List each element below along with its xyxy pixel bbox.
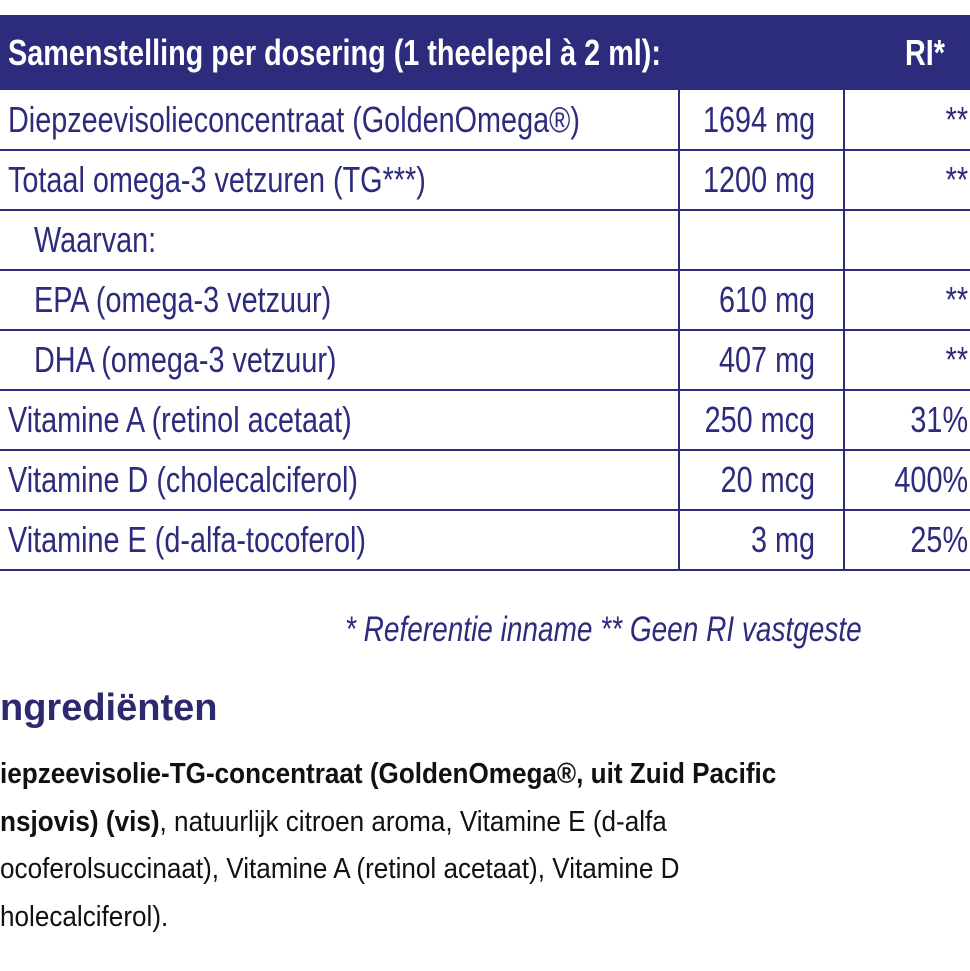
name-cell: Diepzeevisolieconcentraat (GoldenOmega®) [8,90,723,150]
ingredients-line: iepzeevisolie-TG-concentraat (GoldenOmeg… [0,752,863,796]
value-cell: 407 mg [695,330,815,390]
ingredients-text: ocoferolsuccinaat), Vitamine A (retinol … [0,853,680,885]
table-header-bar [0,15,970,90]
value-cell-text: 610 mg [718,279,815,320]
ri-cell-text: 400% [894,459,968,500]
footnote: * Referentie inname ** Geen RI vastgeste [345,605,970,655]
value-cell-text: 1200 mg [702,159,815,200]
name-cell-text: Waarvan: [34,219,157,260]
ri-cell: 400% [876,450,968,510]
ingredients-text: iepzeevisolie-TG-concentraat (GoldenOmeg… [0,758,777,790]
value-cell: 610 mg [695,270,815,330]
ri-cell-text: 25% [910,519,968,560]
row-border [0,569,970,571]
row-border [0,149,970,151]
name-cell: EPA (omega-3 vetzuur) [34,270,406,330]
value-cell: 1200 mg [675,150,815,210]
ri-cell: 25% [896,510,968,570]
value-cell: 20 mcg [697,450,815,510]
name-cell: Vitamine A (retinol acetaat) [8,390,438,450]
value-cell: 3 mg [735,510,815,570]
header-cell: Samenstelling per dosering (1 theelepel … [8,15,824,90]
row-border [0,269,970,271]
ingredients-text: holecalciferol). [0,900,169,933]
footnote-text: * Referentie inname ** Geen RI vastgeste [345,610,862,649]
value-cell-text: 250 mcg [704,399,815,440]
name-cell: Totaal omega-3 vetzuren (TG***) [8,150,530,210]
ingredients-text: nsjovis) (vis) [0,805,160,838]
row-border [0,389,970,391]
ri-cell: 31% [896,390,968,450]
name-cell: Vitamine E (d-alfa-tocoferol) [8,510,456,570]
name-cell: Vitamine D (cholecalciferol) [8,450,446,510]
ri-cell-text: ** [945,339,968,380]
value-cell: 1694 mg [675,90,815,150]
value-cell-text: 20 mcg [720,459,815,500]
value-cell-text: 1694 mg [702,99,815,140]
ri-cell: ** [940,150,968,210]
name-cell-text: Vitamine E (d-alfa-tocoferol) [8,519,367,560]
value-cell-text: 407 mg [718,339,815,380]
row-border [0,209,970,211]
name-cell: DHA (omega-3 vetzuur) [34,330,412,390]
ri-cell-text: ** [945,159,968,200]
column-border [843,90,845,570]
ingredients-line: ocoferolsuccinaat), Vitamine A (retinol … [0,847,755,891]
name-cell-text: Diepzeevisolieconcentraat (GoldenOmega®) [8,99,580,140]
ingredients-title: ngrediënten [0,687,218,729]
row-border [0,449,970,451]
header-cell-text: Samenstelling per dosering (1 theelepel … [8,32,661,73]
column-border [678,90,680,570]
ingredients-line: nsjovis) (vis), natuurlijk citroen aroma… [0,800,741,844]
ingredients-line: holecalciferol). [0,895,187,939]
row-border [0,329,970,331]
name-cell-text: EPA (omega-3 vetzuur) [34,279,332,320]
ri-cell-text: ** [945,99,968,140]
name-cell-text: Vitamine A (retinol acetaat) [8,399,352,440]
name-cell: Waarvan: [34,210,187,270]
ri-cell: ** [940,270,968,330]
name-cell-text: DHA (omega-3 vetzuur) [34,339,337,380]
name-cell-text: Vitamine D (cholecalciferol) [8,459,359,500]
ingredients-text: , natuurlijk citroen aroma, Vitamine E (… [159,805,667,838]
value-cell-text: 3 mg [750,519,815,560]
name-cell-text: Totaal omega-3 vetzuren (TG***) [8,159,426,200]
header-cell: RI* [905,15,955,90]
header-cell-text: RI* [905,32,946,73]
row-border [0,509,970,511]
ri-cell: ** [940,90,968,150]
ri-cell-text: ** [945,279,968,320]
value-cell: 250 mcg [677,390,815,450]
ri-cell: ** [940,330,968,390]
ri-cell-text: 31% [910,399,968,440]
